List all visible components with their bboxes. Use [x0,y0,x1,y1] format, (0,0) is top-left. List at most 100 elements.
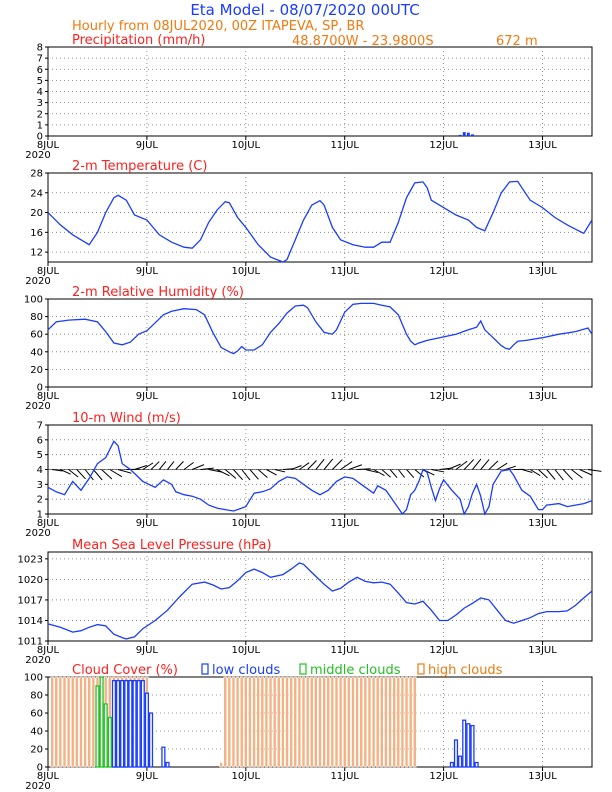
wind-barb [365,469,379,474]
cloud-bar [248,676,252,768]
y-tick-label: 12 [30,248,43,259]
wind-barb [414,469,425,478]
wind-barb [307,460,317,470]
wind-barb [158,461,167,470]
x-tick-label: 12JUL [429,645,458,656]
cloud-bar [223,676,227,768]
panel-title: 2-m Temperature (C) [72,159,207,174]
x-tick-label: 9JUL [136,645,159,656]
cloud-bar [330,676,335,768]
cloud-bar [99,676,104,768]
cloud-bar [453,739,459,768]
panel-1: 12 16 20 24 28 8JUL 9JUL 10JUL 11JUL 12JUL 13JUL 20… [25,159,593,287]
x-tick-label: 10JUL [232,266,261,277]
precip-bar [471,134,474,136]
cloud-bar [367,676,372,768]
wind-barb [68,469,79,478]
legend-label: high clouds [428,663,503,678]
wind-barb [381,469,391,478]
coordinates-label: 48.8700W - 23.9800S [292,34,434,49]
wind-barb [241,469,251,481]
wind-barb [290,465,302,470]
cloud-bar [128,679,133,768]
x-tick-label: 8JUL [37,645,60,656]
cloud-bar [301,676,306,768]
wind-barb [175,461,184,470]
precip-bar [466,132,470,136]
cloud-bar [264,676,269,768]
x-tick-label: 8JUL [37,391,60,402]
series-line [47,302,593,355]
wind-barb [323,458,334,470]
x-tick-label: 9JUL [136,771,159,782]
panel-title: Cloud Cover (%) [72,663,178,678]
panel-5: 0 20 40 60 80 100 8JUL 9JUL 10JUL 11JUL 12JUL 13JUL… [24,663,593,792]
cloud-bar [136,679,141,768]
y-tick-label: 20 [30,745,43,756]
precip-bar [458,134,462,136]
y-tick-label: 40 [30,347,43,358]
y-tick-label: 1023 [18,554,43,565]
wind-barb [571,469,583,479]
panel-4: 1011 1014 1017 1020 1023 8JUL 9JUL 10JUL 11JUL 12… [18,538,593,666]
x-year-label: 2020 [25,528,50,539]
y-tick-label: 4 [37,87,43,98]
x-tick-label: 9JUL [136,140,159,151]
cloud-bar [235,676,240,768]
panel-frame [47,298,593,388]
wind-barb [472,458,482,470]
wind-barb [463,459,475,470]
cloud-bar [470,724,475,768]
y-tick-label: 28 [30,169,43,180]
cloud-bar [50,676,54,768]
wind-barb [406,469,415,479]
cloud-bar [376,676,380,768]
cloud-bar [58,676,63,768]
cloud-bar [318,676,322,768]
cloud-bar [66,676,71,768]
wind-barb [109,469,123,478]
y-tick-label: 1 [37,120,43,131]
cloud-bar [165,761,170,768]
cloud-bar [334,676,339,768]
legend-swatch [299,663,307,675]
wind-barb [52,469,63,472]
wind-barb [150,461,160,470]
y-tick-label: 80 [30,312,43,323]
cloud-bar [252,676,256,768]
cloud-bar [79,676,83,768]
cloud-bar [260,676,264,768]
cloud-bar [449,761,454,768]
wind-barb [431,469,445,473]
cloud-bar [83,676,87,768]
cloud-bar [400,676,405,768]
x-tick-label: 13JUL [528,518,557,529]
elevation-label: 672 m [496,34,538,49]
cloud-bar [240,676,244,768]
wind-barb [142,462,154,470]
cloud-bar [227,676,232,768]
cloud-bar [466,723,471,768]
y-tick-label: 1017 [18,595,43,606]
y-tick-label: 5 [37,76,43,87]
x-tick-label: 11JUL [330,391,359,402]
cloud-bar [256,676,260,768]
wind-barb [521,469,533,473]
x-tick-label: 12JUL [429,391,458,402]
x-year-label: 2020 [25,276,50,287]
wind-barb [332,459,343,470]
y-tick-label: 6 [37,435,43,446]
x-tick-label: 9JUL [136,518,159,529]
wind-barb [84,469,94,481]
y-tick-label: 2 [37,495,43,506]
x-tick-label: 11JUL [330,140,359,151]
x-tick-label: 13JUL [528,771,557,782]
wind-barb [216,469,230,477]
x-tick-label: 9JUL [136,266,159,277]
x-tick-label: 12JUL [429,771,458,782]
cloud-bar [219,762,223,768]
panel-frame [47,551,593,642]
x-year-label: 2020 [25,401,50,412]
panel-3: 1 2 3 4 5 6 7 8JUL 9JUL 10JUL 11JUL 12JUL 13JUL 2020 1… [25,411,602,539]
y-tick-label: 4 [37,465,43,476]
